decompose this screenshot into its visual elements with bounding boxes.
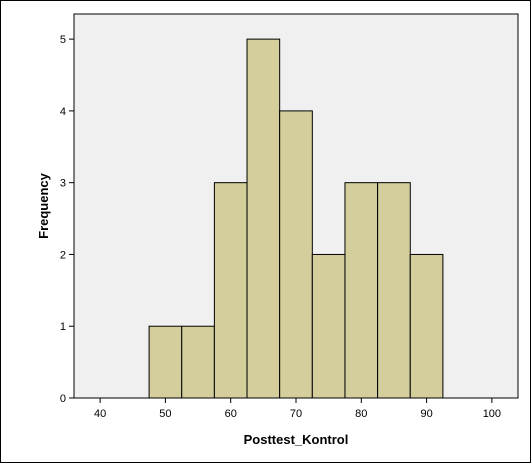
histogram-bar-2 [181,325,215,399]
histogram-bar-1 [148,325,183,399]
bars-group [148,38,444,399]
x-tick-label: 90 [420,408,432,420]
x-tick-label: 40 [94,408,106,420]
histogram-bar-7 [344,182,379,399]
y-axis-title: Frequency [36,172,51,239]
x-axis: 40 50 60 70 80 90 100 [94,398,501,420]
histogram-bar-5 [279,110,313,399]
y-tick-label: 0 [60,393,66,405]
x-tick-label: 80 [355,408,367,420]
histogram-bar-8 [377,182,411,399]
histogram-bar-9 [409,253,444,399]
y-tick-label: 4 [60,106,66,118]
x-tick-label: 50 [159,408,171,420]
y-tick-label: 5 [60,34,66,46]
x-tick-label: 100 [483,408,501,420]
histogram-bar-3 [213,182,248,399]
x-axis-title: Posttest_Kontrol [244,432,349,447]
y-axis: 0 1 2 3 4 5 [60,34,74,405]
y-tick-label: 3 [60,178,66,190]
histogram-bar-4 [246,38,281,399]
y-tick-label: 1 [60,321,66,333]
x-tick-label: 70 [290,408,302,420]
x-tick-label: 60 [225,408,237,420]
histogram-bar-6 [311,253,346,399]
y-tick-label: 2 [60,249,66,261]
